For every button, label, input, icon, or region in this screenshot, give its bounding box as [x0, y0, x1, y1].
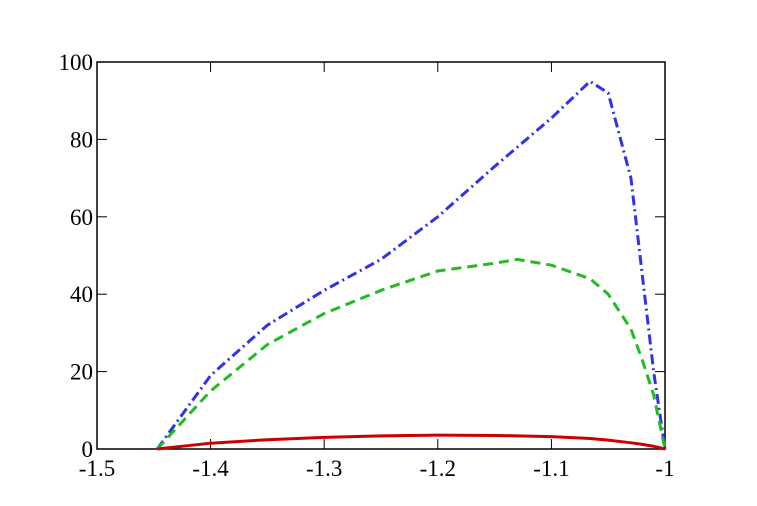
x-tick-label: -1: [655, 456, 674, 481]
x-tick-label: -1.2: [420, 456, 456, 481]
y-tick-label: 60: [70, 205, 93, 230]
y-tick-label: 100: [59, 50, 94, 75]
plot-frame: [96, 61, 666, 450]
series-line: [156, 257, 667, 451]
series-line: [157, 433, 666, 451]
y-tick-label: 20: [70, 360, 93, 385]
y-tick-label: 40: [70, 282, 93, 307]
y-tick-label: 0: [82, 437, 94, 462]
series-line: [155, 79, 667, 450]
x-tick-label: -1.1: [533, 456, 569, 481]
x-tick-label: -1.4: [192, 456, 229, 481]
y-tick-label: 80: [70, 127, 93, 152]
x-tick-label: -1.5: [79, 456, 115, 481]
x-tick-label: -1.3: [306, 456, 342, 481]
